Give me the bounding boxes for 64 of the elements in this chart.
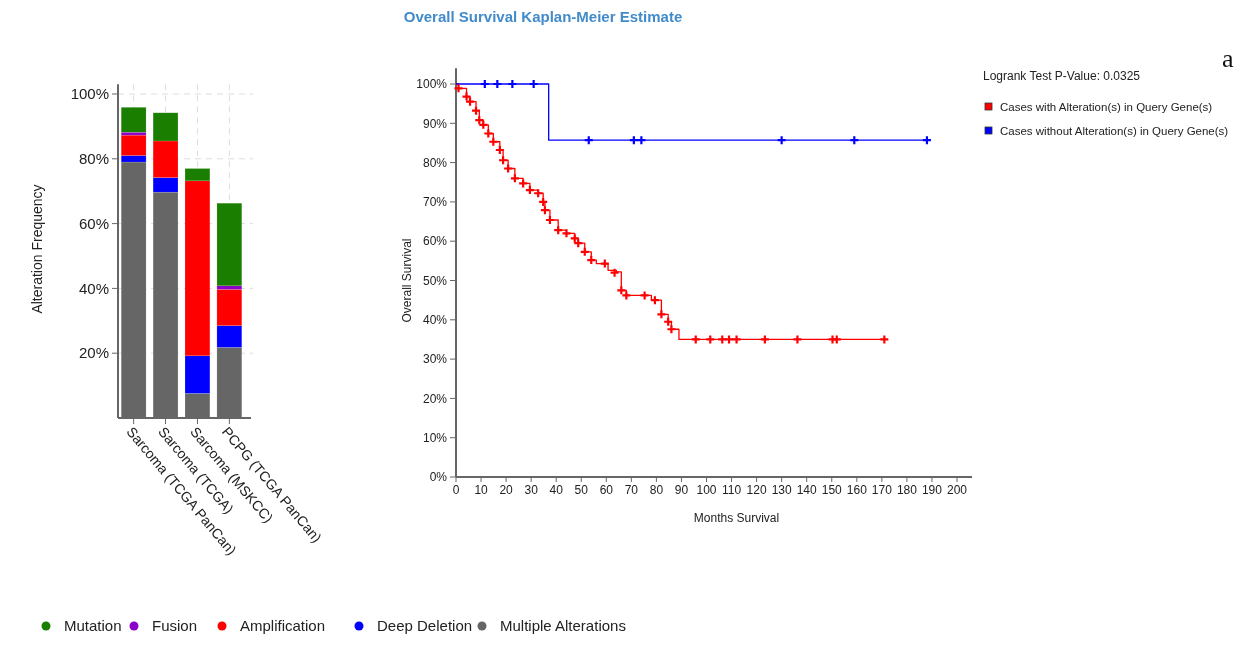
x-tick-label: 0: [452, 483, 460, 497]
x-tick-label: 10: [474, 483, 489, 497]
y-tick-label: 100%: [70, 85, 109, 103]
y-tick-label: 40%: [78, 279, 109, 297]
y-axis-title: Overall Survival: [400, 238, 414, 323]
x-tick-label: 180: [896, 483, 918, 497]
legend-label: Cases with Alteration(s) in Query Gene(s): [1000, 101, 1213, 114]
legend-label: Cases without Alteration(s) in Query Gene(s): [1000, 125, 1229, 138]
point: [656, 309, 667, 320]
y-tick-label: 70%: [422, 195, 448, 210]
legend-label: Deep Deletion: [377, 617, 473, 635]
point: [503, 163, 514, 174]
y-axis-title: Alteration Frequency: [29, 184, 45, 314]
point: [639, 290, 650, 301]
chart-title: Overall Survival Kaplan-Meier Estimate: [403, 8, 683, 25]
y-tick-label: 80%: [78, 150, 109, 168]
point: [453, 83, 464, 94]
legend-label: Fusion: [152, 617, 198, 635]
point: [690, 334, 701, 345]
x-tick-label: 120: [746, 483, 767, 497]
x-tick-label: 50: [574, 483, 589, 497]
x-tick-label: 80: [649, 483, 664, 497]
x-tick-label: 70: [624, 483, 639, 497]
y-tick-label: 60%: [78, 214, 109, 232]
y-tick-label: 0%: [429, 470, 448, 485]
x-tick-label: 90: [674, 483, 689, 497]
y-tick-label: 20%: [78, 344, 109, 362]
y-tick-label: 20%: [422, 391, 448, 406]
bar: [120, 107, 147, 133]
x-tick-label: 130: [771, 483, 792, 497]
y-tick-label: 30%: [422, 352, 448, 367]
legend-label: Amplification: [240, 617, 326, 635]
point: [561, 228, 572, 239]
legend-label: Multiple Alterations: [500, 617, 626, 635]
point: [759, 334, 770, 345]
x-tick-label: 40: [549, 483, 564, 497]
y-tick-label: 10%: [422, 430, 448, 445]
x-tick-label: 190: [921, 483, 943, 497]
y-tick-label: 80%: [422, 155, 448, 170]
x-tick-label: 200: [946, 483, 968, 497]
legend-label: Mutation: [64, 617, 122, 635]
x-axis-title: Months Survival: [693, 511, 780, 525]
x-tick-label: 170: [871, 483, 893, 497]
point: [731, 334, 742, 345]
x-tick-label: 30: [524, 483, 539, 497]
x-tick-label: 100: [696, 483, 717, 497]
point: [609, 267, 620, 278]
x-tick-label: 60: [599, 483, 614, 497]
x-tick-label: 20: [499, 483, 514, 497]
text: a: [1222, 44, 1234, 73]
x-tick-label: 160: [846, 483, 868, 497]
point: [792, 334, 803, 345]
bar: [216, 202, 243, 287]
y-tick-label: 40%: [422, 313, 448, 327]
x-tick-label: 110: [721, 483, 742, 497]
y-tick-label: 60%: [422, 234, 448, 249]
point: [483, 128, 494, 139]
x-tick-label: 140: [796, 483, 818, 497]
y-tick-label: 100%: [416, 77, 448, 92]
y-tick-label: 50%: [422, 273, 448, 288]
text: Logrank Test P-Value: 0.0325: [983, 69, 1141, 83]
x-tick-label: 150: [821, 483, 843, 497]
y-tick-label: 90%: [422, 116, 448, 131]
point: [705, 334, 716, 345]
